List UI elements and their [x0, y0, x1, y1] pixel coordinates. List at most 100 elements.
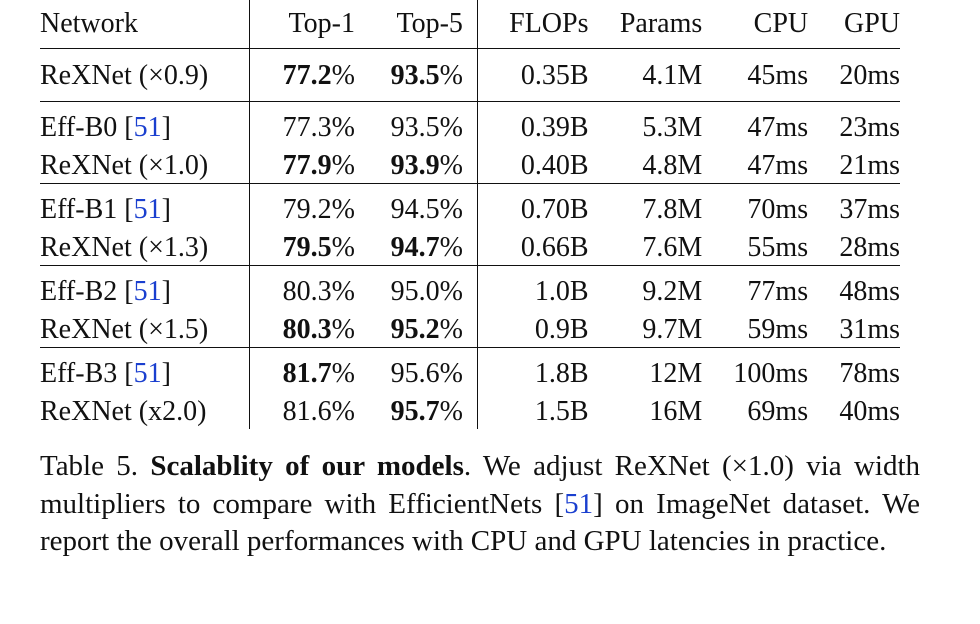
cell-params-value: 5.3M	[642, 112, 703, 143]
percent-sign: %	[331, 60, 355, 91]
cell-cpu: 77ms	[702, 265, 809, 312]
cell-params-value: 7.6M	[642, 231, 703, 263]
cell-top5: 93.5%	[354, 101, 478, 148]
cell-top1-value: 77.2	[282, 60, 332, 91]
cell-top5-value: 95.0	[390, 276, 440, 307]
cell-flops-value: 0.35B	[520, 60, 589, 91]
cell-flops: 0.66B	[477, 230, 589, 266]
cell-top5: 95.2%	[354, 312, 478, 348]
network-citation[interactable]: [51]	[117, 194, 171, 225]
cell-gpu: 21ms	[808, 148, 900, 184]
cell-network: ReXNet (×1.3)	[40, 230, 250, 266]
cell-gpu: 78ms	[808, 347, 900, 394]
percent-sign: %	[331, 358, 355, 389]
cell-network: Eff-B1 [51]	[40, 183, 250, 230]
cell-flops-value: 0.9B	[534, 313, 589, 345]
table-row: ReXNet (×1.5) 80.3% 95.2% 0.9B 9.7M 59ms 31ms	[40, 312, 900, 348]
cell-gpu: 20ms	[808, 48, 900, 102]
cell-gpu: 28ms	[808, 230, 900, 266]
cell-gpu-value: 48ms	[839, 276, 900, 307]
network-citation-number[interactable]: 51	[133, 358, 162, 389]
table-row: Eff-B1 [51] 79.2% 94.5% 0.70B 7.8M 70ms 37ms	[40, 183, 900, 230]
cell-top5-value: 94.7	[390, 231, 440, 263]
cell-flops: 0.40B	[477, 148, 589, 184]
cell-gpu: 37ms	[808, 183, 900, 230]
percent-sign: %	[331, 395, 355, 427]
cell-gpu-value: 40ms	[839, 395, 900, 427]
cell-flops: 0.70B	[477, 183, 589, 230]
cell-top5-value: 95.2	[390, 313, 440, 345]
cell-cpu: 47ms	[702, 101, 809, 148]
network-citation[interactable]: [51]	[117, 358, 171, 389]
percent-sign: %	[439, 231, 463, 263]
cell-params: 9.7M	[589, 312, 703, 348]
cell-flops-value: 0.66B	[520, 231, 589, 263]
network-citation-number[interactable]: 51	[133, 276, 162, 307]
cell-params-value: 9.7M	[642, 313, 703, 345]
cell-cpu: 70ms	[702, 183, 809, 230]
cell-top1: 80.3%	[249, 312, 355, 348]
percent-sign: %	[331, 276, 355, 307]
cell-top1-value: 80.3	[282, 313, 332, 345]
cell-network: Eff-B3 [51]	[40, 347, 250, 394]
network-name: Eff-B3	[40, 358, 118, 389]
network-name: ReXNet (×0.9)	[40, 60, 209, 91]
cell-flops: 0.9B	[477, 312, 589, 348]
cell-cpu-value: 69ms	[747, 395, 809, 427]
cell-params-value: 16M	[649, 395, 703, 427]
cell-top5: 95.6%	[354, 347, 478, 394]
network-name: ReXNet (x2.0)	[40, 395, 207, 427]
cell-top5-value: 93.9	[390, 149, 440, 181]
percent-sign: %	[439, 60, 463, 91]
cell-top5: 93.9%	[354, 148, 478, 184]
cell-gpu: 23ms	[808, 101, 900, 148]
cell-network: ReXNet (×0.9)	[40, 48, 250, 102]
cell-params-value: 12M	[649, 358, 703, 389]
cell-gpu: 31ms	[808, 312, 900, 348]
network-citation[interactable]: [51]	[117, 112, 171, 143]
caption-text-2: on ImageNet dataset. We report the overa…	[40, 487, 920, 558]
cell-cpu-value: 47ms	[747, 112, 809, 143]
cell-top5-value: 93.5	[390, 60, 440, 91]
cell-top1: 81.7%	[249, 347, 355, 394]
cell-top1-value: 81.6	[282, 395, 332, 427]
percent-sign: %	[331, 194, 355, 225]
table-header-row: Network Top-1 Top-5 FLOPs Params CPU GPU	[40, 0, 900, 49]
cell-cpu: 69ms	[702, 394, 808, 429]
cell-flops: 0.39B	[477, 101, 589, 148]
cell-top1-value: 77.9	[282, 149, 332, 181]
network-citation[interactable]: [51]	[117, 276, 171, 307]
cell-cpu: 59ms	[702, 312, 808, 348]
cell-gpu-value: 21ms	[839, 149, 900, 181]
cell-params: 7.6M	[589, 230, 703, 266]
cell-cpu: 45ms	[702, 48, 809, 102]
cell-flops: 1.0B	[477, 265, 589, 312]
cell-gpu-value: 28ms	[839, 231, 900, 263]
table-row: ReXNet (×1.3) 79.5% 94.7% 0.66B 7.6M 55ms 28ms	[40, 230, 900, 266]
table-row: Eff-B3 [51] 81.7% 95.6% 1.8B 12M 100ms 78ms	[40, 347, 900, 394]
results-table: Network Top-1 Top-5 FLOPs Params CPU GPU…	[40, 0, 900, 429]
cell-flops-value: 0.39B	[520, 112, 589, 143]
cell-gpu-value: 37ms	[839, 194, 900, 225]
cell-top5: 95.0%	[354, 265, 478, 312]
cell-params-value: 4.8M	[642, 149, 703, 181]
network-citation-number[interactable]: 51	[133, 112, 162, 143]
percent-sign: %	[331, 149, 355, 181]
percent-sign: %	[331, 112, 355, 143]
cell-cpu: 55ms	[702, 230, 808, 266]
cell-params: 4.1M	[588, 48, 703, 102]
table-row: ReXNet (×1.0) 77.9% 93.9% 0.40B 4.8M 47ms 21ms	[40, 148, 900, 184]
cell-top1: 81.6%	[249, 394, 355, 429]
cell-params-value: 9.2M	[642, 276, 703, 307]
table-row: Eff-B0 [51] 77.3% 93.5% 0.39B 5.3M 47ms 23ms	[40, 101, 900, 148]
caption-citation[interactable]: [51]	[554, 487, 603, 520]
header-flops: FLOPs	[509, 8, 589, 39]
cell-params: 5.3M	[588, 101, 703, 148]
cell-cpu-value: 70ms	[747, 194, 809, 225]
network-citation-number[interactable]: 51	[133, 194, 162, 225]
table-caption: Table 5. Scalablity of our models. We ad…	[40, 448, 920, 561]
cell-top1-value: 77.3	[282, 112, 332, 143]
caption-citation-number[interactable]: 51	[564, 487, 594, 520]
network-name: ReXNet (×1.0)	[40, 149, 209, 181]
header-cpu: CPU	[753, 8, 809, 39]
